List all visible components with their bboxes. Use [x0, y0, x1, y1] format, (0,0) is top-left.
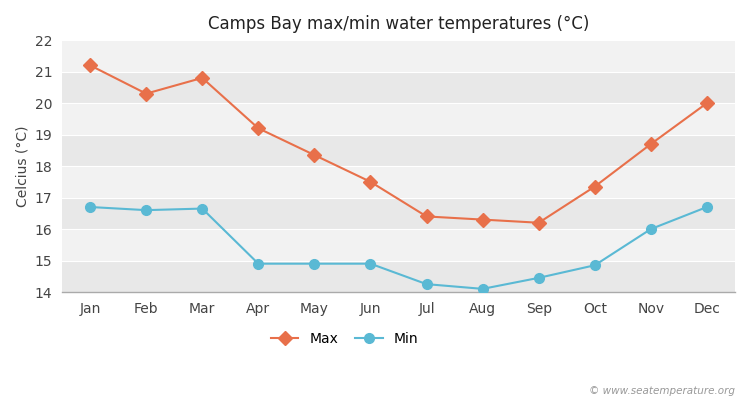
Max [590, 184, 599, 189]
Min [590, 263, 599, 268]
Min [86, 204, 94, 209]
Line: Min: Min [86, 202, 712, 294]
Min [310, 261, 319, 266]
Min [198, 206, 207, 211]
Min [703, 204, 712, 209]
Bar [62, 72, 735, 103]
Min [366, 261, 375, 266]
Max [310, 153, 319, 158]
Max [646, 142, 656, 146]
Max [703, 101, 712, 106]
Bar [62, 198, 735, 229]
Min [646, 227, 656, 232]
Min [254, 261, 262, 266]
Bar [62, 229, 735, 260]
Min [142, 208, 151, 212]
Min [478, 286, 488, 291]
Bar [62, 134, 735, 166]
Bar [62, 103, 735, 134]
Bar [62, 40, 735, 72]
Max [198, 76, 207, 80]
Legend: Max, Min: Max, Min [271, 332, 419, 346]
Bar [62, 166, 735, 198]
Max [142, 91, 151, 96]
Min [422, 282, 431, 286]
Line: Max: Max [86, 60, 712, 228]
Title: Camps Bay max/min water temperatures (°C): Camps Bay max/min water temperatures (°C… [208, 15, 590, 33]
Min [534, 276, 543, 280]
Text: © www.seatemperature.org: © www.seatemperature.org [589, 386, 735, 396]
Max [254, 126, 262, 131]
Max [534, 220, 543, 225]
Max [86, 63, 94, 68]
Max [478, 217, 488, 222]
Y-axis label: Celcius (°C): Celcius (°C) [15, 125, 29, 207]
Bar [62, 260, 735, 292]
Max [366, 180, 375, 184]
Max [422, 214, 431, 219]
